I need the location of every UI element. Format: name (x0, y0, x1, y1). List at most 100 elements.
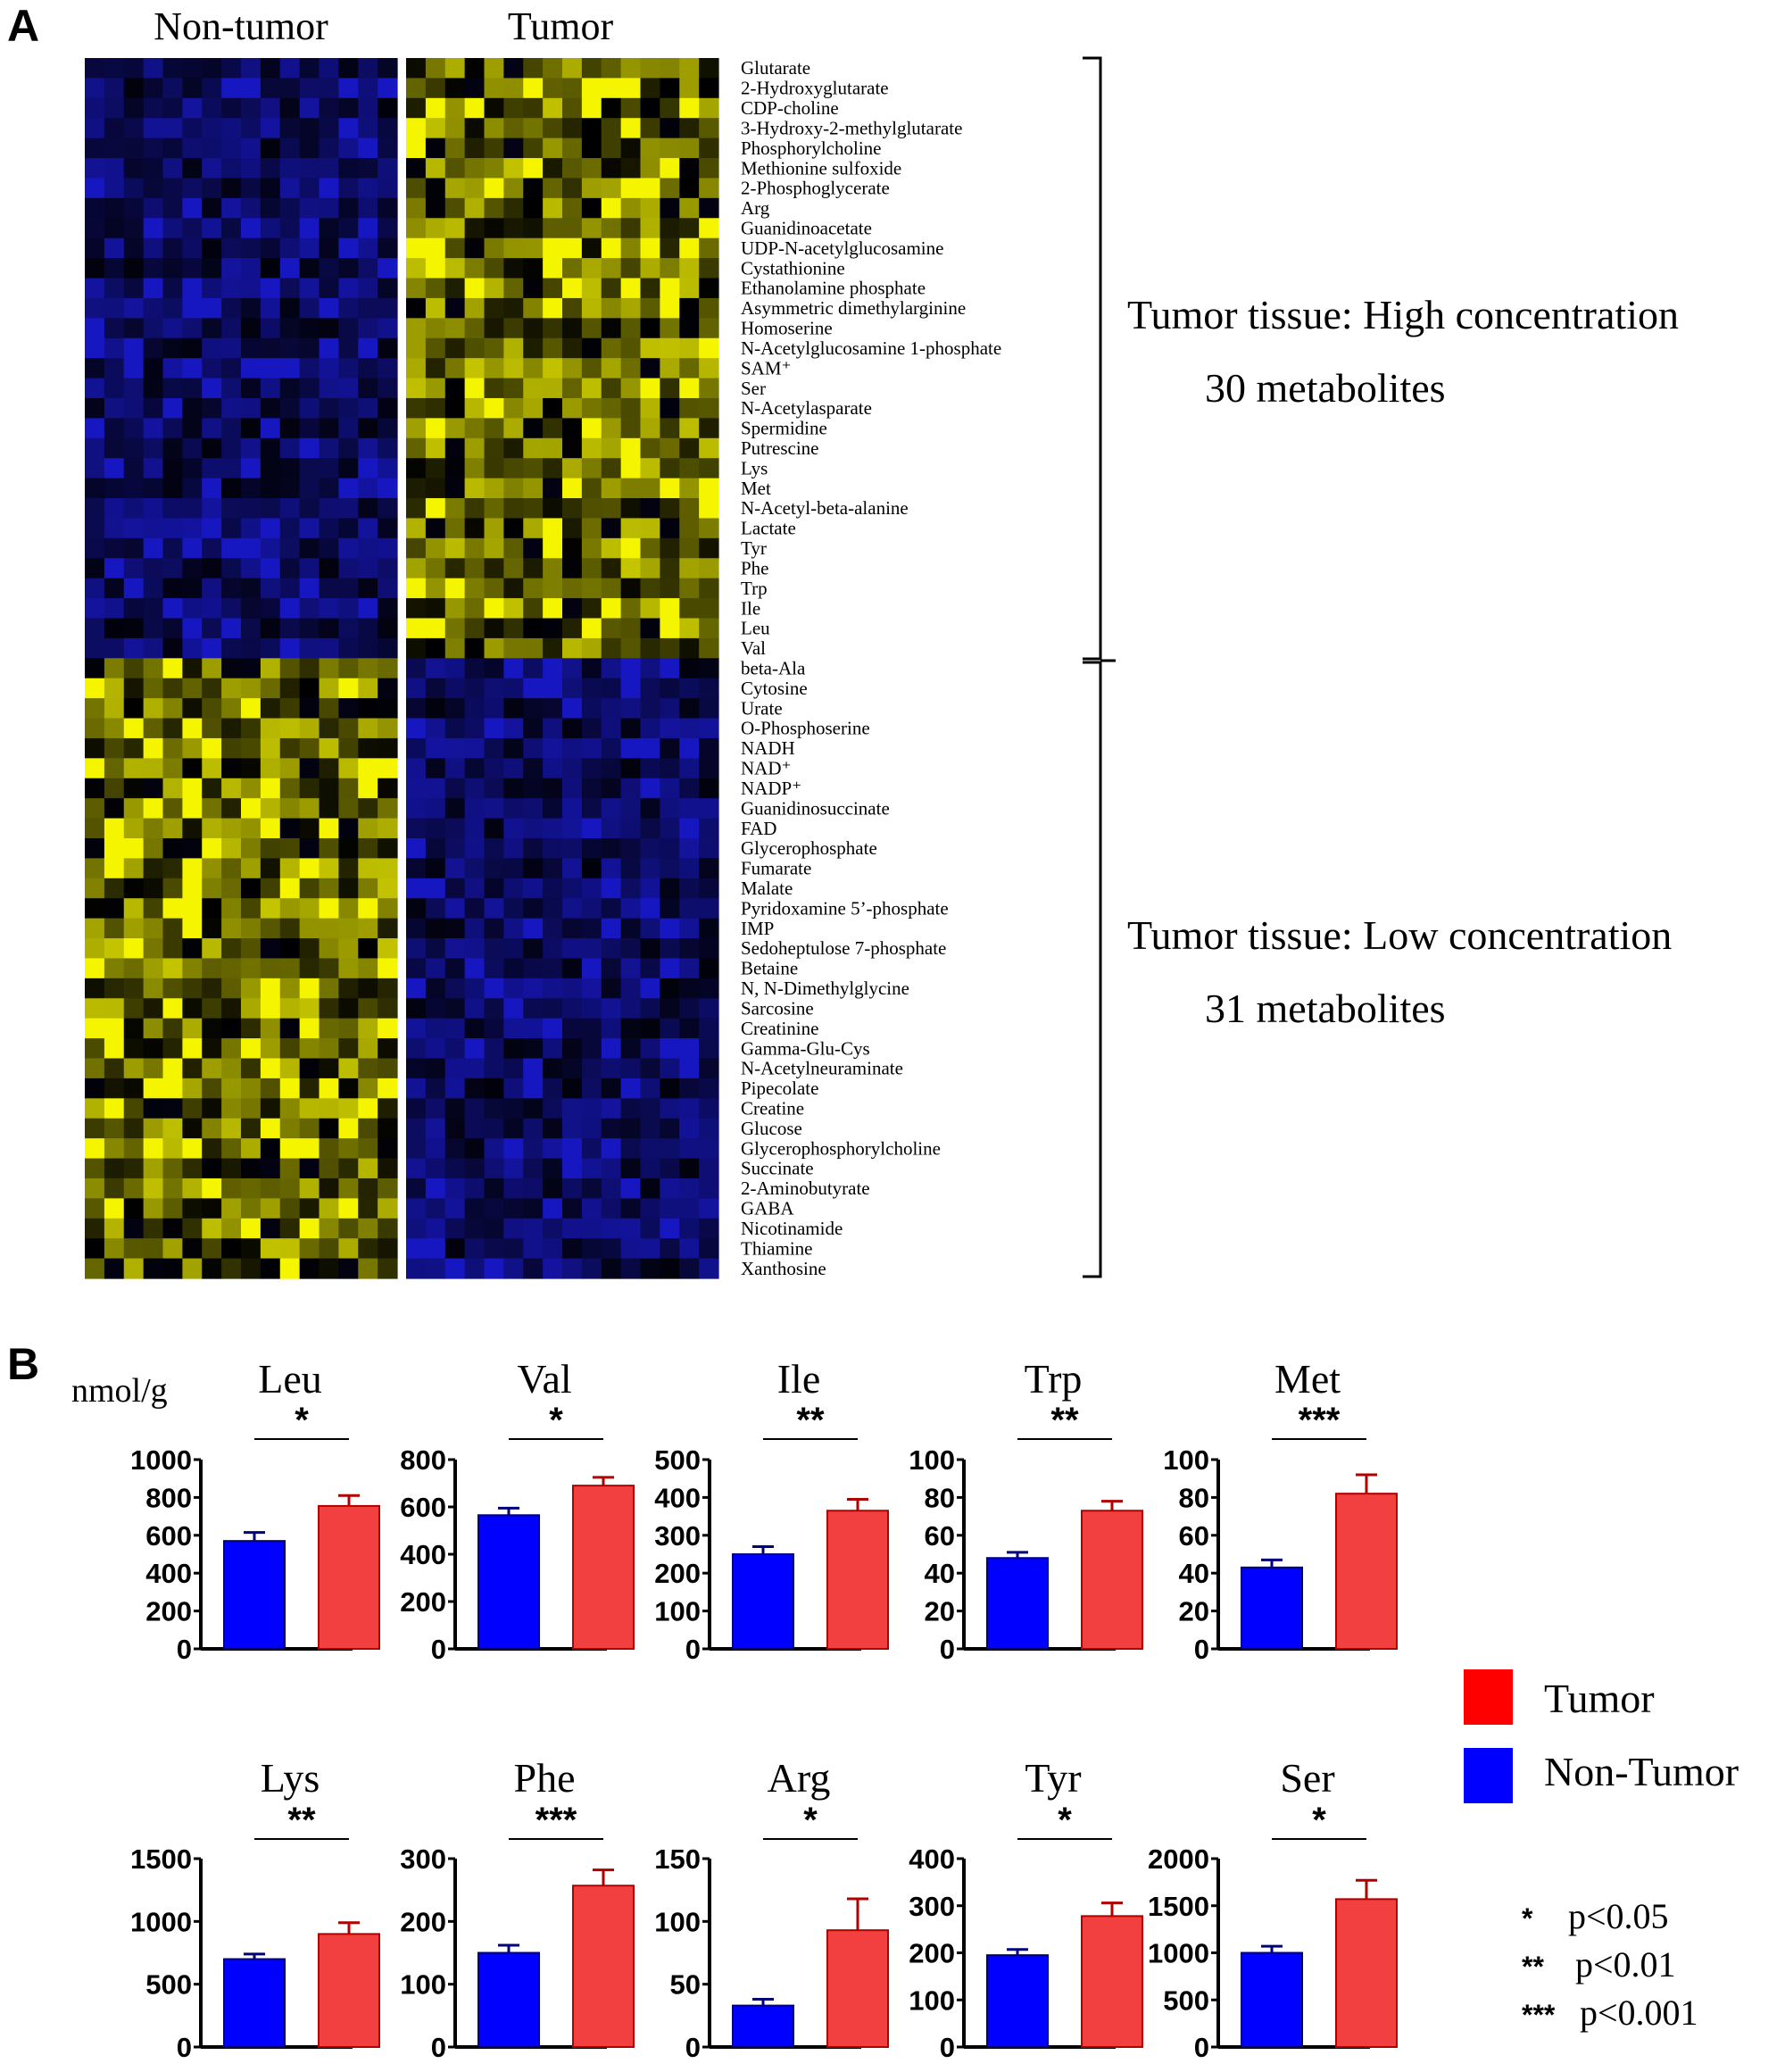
heatmap-cell (123, 58, 145, 79)
bar-tumor (318, 1933, 380, 2048)
heatmap-cell (484, 318, 504, 339)
heatmap-cell (679, 1098, 700, 1119)
heatmap-cell (601, 498, 622, 520)
heatmap-cell (406, 1078, 427, 1099)
heatmap-cell (444, 918, 466, 939)
heatmap-cell (299, 1098, 320, 1119)
heatmap-cell (523, 1058, 544, 1079)
heatmap-cell (699, 397, 719, 419)
heatmap-cell (123, 658, 145, 679)
heatmap-cell (562, 558, 583, 579)
heatmap-cell (338, 737, 359, 759)
y-tick-label: 500 (145, 1969, 192, 2001)
heatmap-cell (85, 297, 105, 319)
heatmap-cell (241, 58, 262, 79)
heatmap-cell (620, 518, 642, 539)
heatmap-cell (260, 258, 281, 279)
heatmap-cell (620, 1058, 642, 1079)
heatmap-cell (640, 758, 660, 779)
heatmap-cell (378, 1098, 398, 1119)
heatmap-cell (299, 137, 320, 159)
heatmap-cell (679, 1258, 700, 1279)
heatmap-cell (104, 237, 125, 259)
heatmap-cell (543, 618, 563, 639)
heatmap-cell (503, 598, 524, 620)
heatmap-cell (378, 598, 398, 620)
heatmap-cell (562, 678, 583, 699)
heatmap-cell (562, 778, 583, 799)
metabolite-label: 2-Aminobutyrate (741, 1177, 870, 1199)
heatmap-cell (523, 998, 544, 1019)
heatmap-cell (299, 1218, 320, 1239)
heatmap-cell (260, 737, 281, 759)
heatmap-cell (319, 437, 339, 459)
heatmap-cell (523, 978, 544, 999)
heatmap-cell (299, 97, 320, 119)
heatmap-cell (620, 498, 642, 520)
heatmap-cell (444, 258, 466, 279)
heatmap-cell (85, 97, 105, 119)
heatmap-cell (143, 558, 164, 579)
heatmap-cell (562, 337, 583, 359)
heatmap-cell (338, 518, 359, 539)
heatmap-cell (601, 837, 622, 859)
heatmap-cell (444, 637, 466, 659)
heatmap-cell (503, 237, 524, 259)
heatmap-cell (562, 898, 583, 920)
heatmap-cell (260, 1198, 281, 1219)
heatmap-cell (503, 578, 524, 599)
heatmap-cell (202, 318, 222, 339)
heatmap-cell (503, 158, 524, 179)
heatmap-cell (699, 318, 719, 339)
heatmap-cell (601, 58, 622, 79)
heatmap-cell (543, 1138, 563, 1160)
heatmap-cell (679, 78, 700, 99)
heatmap-cell (299, 578, 320, 599)
heatmap-cell (162, 378, 183, 399)
heatmap-cell (338, 1038, 359, 1060)
heatmap-cell (562, 978, 583, 999)
heatmap-cell (640, 358, 660, 379)
heatmap-cell (338, 698, 359, 720)
heatmap-cell (241, 278, 262, 299)
heatmap-cell (358, 1177, 378, 1199)
heatmap-cell (620, 1238, 642, 1260)
heatmap-cell (679, 478, 700, 499)
heatmap-cell (523, 478, 544, 499)
heatmap-cell (679, 1238, 700, 1260)
heatmap-cell (601, 658, 622, 679)
heatmap-cell (182, 397, 203, 419)
heatmap-cell (241, 1177, 262, 1199)
bar-tumor (826, 1510, 889, 1650)
heatmap-cell (523, 1218, 544, 1239)
heatmap-cell (660, 518, 680, 539)
heatmap-cell (523, 737, 544, 759)
heatmap-cell (182, 58, 203, 79)
heatmap-cell (523, 1098, 544, 1119)
heatmap-cell (338, 818, 359, 839)
heatmap-cell (620, 598, 642, 620)
y-tick-label: 0 (685, 1634, 701, 1665)
heatmap-cell (620, 1038, 642, 1060)
heatmap-cell (202, 1238, 222, 1260)
heatmap-cell (104, 737, 125, 759)
heatmap-cell (260, 818, 281, 839)
heatmap-cell (260, 118, 281, 139)
heatmap-cell (123, 258, 145, 279)
heatmap-cell (279, 858, 301, 879)
heatmap-cell (581, 518, 602, 539)
heatmap-cell (85, 278, 105, 299)
heatmap-cell (562, 798, 583, 820)
heatmap-cell (444, 778, 466, 799)
heatmap-cell (182, 378, 203, 399)
heatmap-cell (620, 1098, 642, 1119)
heatmap-cell (425, 118, 446, 139)
heatmap-cell (503, 1058, 524, 1079)
heatmap-cell (85, 737, 105, 759)
heatmap-cell (221, 737, 242, 759)
heatmap-cell (406, 258, 427, 279)
heatmap-cell (104, 837, 125, 859)
heatmap-cell (444, 837, 466, 859)
heatmap-cell (279, 97, 301, 119)
bar-non-tumor (223, 1540, 286, 1651)
